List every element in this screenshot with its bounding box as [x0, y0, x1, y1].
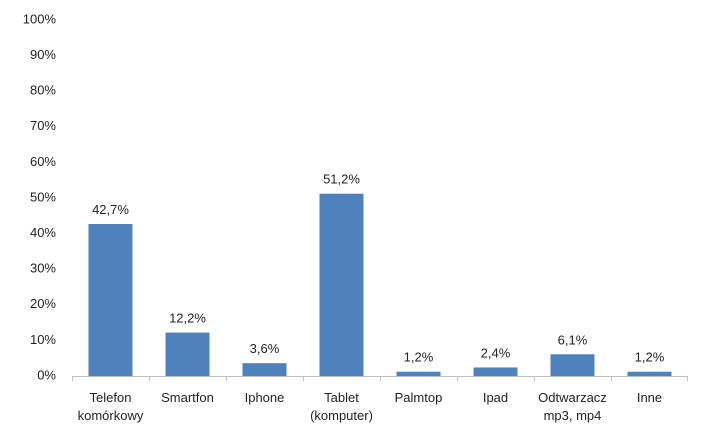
bar: [319, 193, 364, 376]
data-label: 12,2%: [169, 311, 206, 326]
data-label: 42,7%: [92, 202, 129, 217]
bar: [242, 363, 287, 376]
bar: [165, 332, 210, 376]
y-tick-label: 40%: [30, 225, 56, 240]
y-tick-label: 70%: [30, 118, 56, 133]
x-category-label: Iphone: [245, 390, 285, 405]
x-category-label-line: Odtwarzacz: [538, 390, 607, 405]
bar: [550, 354, 595, 376]
x-category-label-line: Inne: [637, 390, 662, 405]
x-category-label-line: Telefon: [90, 390, 132, 405]
data-labels: 42,7% 12,2% 3,6% 51,2% 1,2% 2,4% 6,1% 1,2%: [92, 172, 665, 365]
x-category-label: Palmtop: [395, 390, 443, 405]
x-category-label-line: (komputer): [310, 408, 373, 423]
bar: [473, 367, 518, 376]
x-axis: Telefon komórkowy Smartfon Iphone Tablet (kom…: [72, 376, 688, 423]
bars: [88, 193, 672, 376]
y-axis: 0% 10% 20% 30% 40% 50% 60% 70% 80% 90% 100%: [23, 11, 57, 382]
y-tick-label: 10%: [30, 332, 56, 347]
x-category-label: Telefon komórkowy: [78, 390, 144, 423]
x-category-label-line: mp3, mp4: [544, 408, 602, 423]
y-tick-label: 50%: [30, 189, 56, 204]
y-tick-label: 90%: [30, 47, 56, 62]
data-label: 6,1%: [558, 332, 588, 347]
x-category-label: Inne: [637, 390, 662, 405]
bar: [88, 223, 133, 376]
x-category-label: Odtwarzacz mp3, mp4: [538, 390, 607, 423]
y-tick-label: 20%: [30, 296, 56, 311]
y-tick-label: 60%: [30, 154, 56, 169]
data-label: 2,4%: [481, 345, 511, 360]
data-label: 51,2%: [323, 172, 360, 187]
x-category-label-line: komórkowy: [78, 408, 144, 423]
data-label: 3,6%: [250, 341, 280, 356]
y-tick-label: 0%: [37, 367, 56, 382]
data-label: 1,2%: [404, 350, 434, 365]
x-category-label: Tablet (komputer): [310, 390, 373, 423]
bar: [627, 371, 672, 376]
y-tick-label: 80%: [30, 83, 56, 98]
x-category-label-line: Ipad: [483, 390, 508, 405]
x-category-label-line: Tablet: [324, 390, 359, 405]
bar: [396, 371, 441, 376]
x-category-label: Ipad: [483, 390, 508, 405]
x-category-label-line: Iphone: [245, 390, 285, 405]
x-category-label: Smartfon: [161, 390, 214, 405]
y-tick-label: 30%: [30, 261, 56, 276]
x-category-label-line: Palmtop: [395, 390, 443, 405]
data-label: 1,2%: [635, 350, 665, 365]
y-tick-label: 100%: [23, 11, 57, 26]
x-category-label-line: Smartfon: [161, 390, 214, 405]
